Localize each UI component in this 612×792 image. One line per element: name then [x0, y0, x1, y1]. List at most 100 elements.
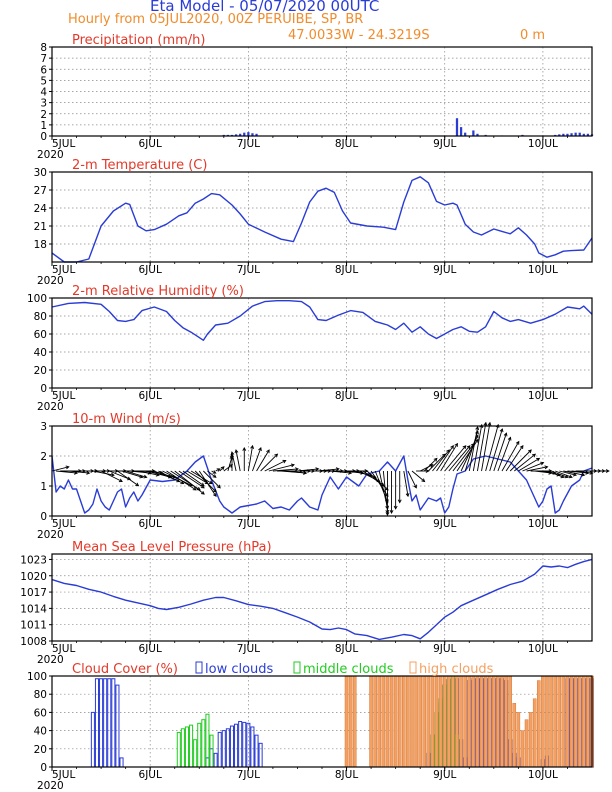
wind-arrow [497, 437, 511, 472]
bar-high-clouds [492, 675, 496, 768]
wind-arrowhead [454, 442, 458, 447]
bar-precipitation [464, 132, 467, 136]
line-mslp [51, 558, 593, 641]
x-tick-label: 8JUL [335, 390, 358, 402]
bar-high-clouds [537, 680, 541, 768]
wind-arrowhead [274, 453, 279, 458]
bar-low-clouds [115, 684, 120, 768]
wind-arrow [256, 449, 270, 472]
bar-high-clouds [389, 675, 394, 768]
y-tick-label: 2 [40, 451, 47, 463]
bar-precipitation [586, 133, 590, 136]
wind-arrow [526, 466, 548, 472]
bar-high-clouds [577, 675, 582, 768]
wind-arrow [166, 470, 197, 491]
wind-arrow [440, 443, 458, 472]
x-tick-label: 8JUL [335, 264, 358, 276]
wind-arrow [260, 453, 278, 472]
wind-arrowhead [385, 512, 390, 517]
panel-frame [51, 553, 593, 642]
x-tick-label: 10JUL [528, 518, 558, 530]
wind-arrow [247, 445, 254, 472]
bar-high-clouds [393, 675, 398, 768]
bar-middle-clouds [184, 726, 190, 768]
x-tick-label: 5JUL [52, 264, 75, 276]
bar-low-clouds [217, 731, 222, 768]
y-tick-label: 0 [40, 511, 47, 523]
wind-arrow [501, 441, 520, 472]
x-tick-label: 7JUL [237, 264, 260, 276]
bar-high-clouds [545, 675, 549, 768]
wind-arrow [411, 470, 425, 482]
wind-arrow [444, 445, 467, 472]
x-year-label: 2020 [37, 275, 64, 287]
wind-arrowhead [515, 440, 520, 445]
x-tick-label: 7JUL [237, 518, 260, 530]
wind-arrow [505, 445, 524, 472]
line-relative-humidity [51, 300, 593, 341]
y-tick-label: 0 [40, 131, 47, 143]
wind-arrow [51, 466, 69, 472]
wind-arrowhead [519, 445, 524, 450]
wind-arrow [125, 470, 147, 478]
wind-arrow [477, 422, 487, 472]
wind-arrow [555, 470, 573, 478]
bar-high-clouds [520, 730, 525, 768]
line-wind-speed [51, 455, 593, 514]
bar-precipitation [558, 134, 561, 136]
y-tick-label: 7 [40, 53, 47, 65]
panel-title: Mean Sea Level Pressure (hPa) [72, 540, 272, 555]
bar-high-clouds [500, 675, 504, 768]
x-tick-label: 10JUL [528, 264, 558, 276]
wind-arrowhead [250, 444, 255, 449]
wind-arrow [436, 445, 454, 472]
wind-arrow [207, 470, 217, 478]
y-tick-label: 0 [40, 762, 47, 774]
legend-swatch-high-clouds [409, 661, 417, 674]
bar-low-clouds [221, 730, 226, 768]
wind-arrow [137, 470, 159, 476]
bar-low-clouds [103, 678, 108, 768]
bar-high-clouds [377, 675, 382, 768]
wind-arrow [468, 426, 479, 472]
wind-arrowhead [212, 470, 217, 474]
wind-arrowhead [605, 469, 610, 473]
wind-arrow [268, 464, 295, 472]
x-tick-label: 8JUL [335, 769, 358, 781]
bar-high-clouds [418, 675, 422, 768]
bar-high-clouds [565, 675, 570, 768]
wind-arrow [407, 470, 417, 489]
bar-high-clouds [504, 675, 508, 768]
y-tick-label: 24 [34, 203, 48, 215]
bar-high-clouds [344, 675, 349, 768]
bar-high-clouds [508, 675, 512, 768]
panel-title: 2-m Temperature (C) [72, 158, 207, 173]
wind-arrowhead [200, 482, 205, 487]
chart-subtitle: Hourly from 05JUL2020, 00Z PERUIBE, SP, … [68, 12, 364, 27]
bar-high-clouds [447, 675, 451, 768]
bar-low-clouds [229, 725, 235, 768]
y-tick-label: 6 [40, 64, 47, 76]
wind-arrowhead [572, 472, 577, 477]
wind-arrowhead [413, 484, 417, 489]
bar-precipitation [455, 118, 459, 136]
bar-low-clouds [225, 728, 230, 768]
y-tick-label: 1 [40, 120, 47, 132]
wind-arrow [235, 449, 241, 472]
bar-high-clouds [586, 675, 590, 768]
y-tick-label: 1011 [20, 620, 47, 632]
bar-high-clouds [471, 675, 476, 768]
wind-arrow [432, 449, 450, 472]
wind-arrowhead [527, 449, 532, 454]
bar-precipitation [570, 133, 573, 136]
bar-high-clouds [451, 675, 455, 768]
wind-arrow [178, 470, 205, 489]
wind-arrowhead [282, 459, 287, 464]
x-tick-label: 10JUL [528, 390, 558, 402]
bar-low-clouds [258, 742, 263, 768]
y-tick-label: 5 [40, 75, 47, 87]
wind-arrow [419, 464, 433, 472]
wind-arrowhead [212, 488, 217, 493]
bar-high-clouds [541, 675, 545, 768]
wind-arrow [198, 470, 217, 497]
